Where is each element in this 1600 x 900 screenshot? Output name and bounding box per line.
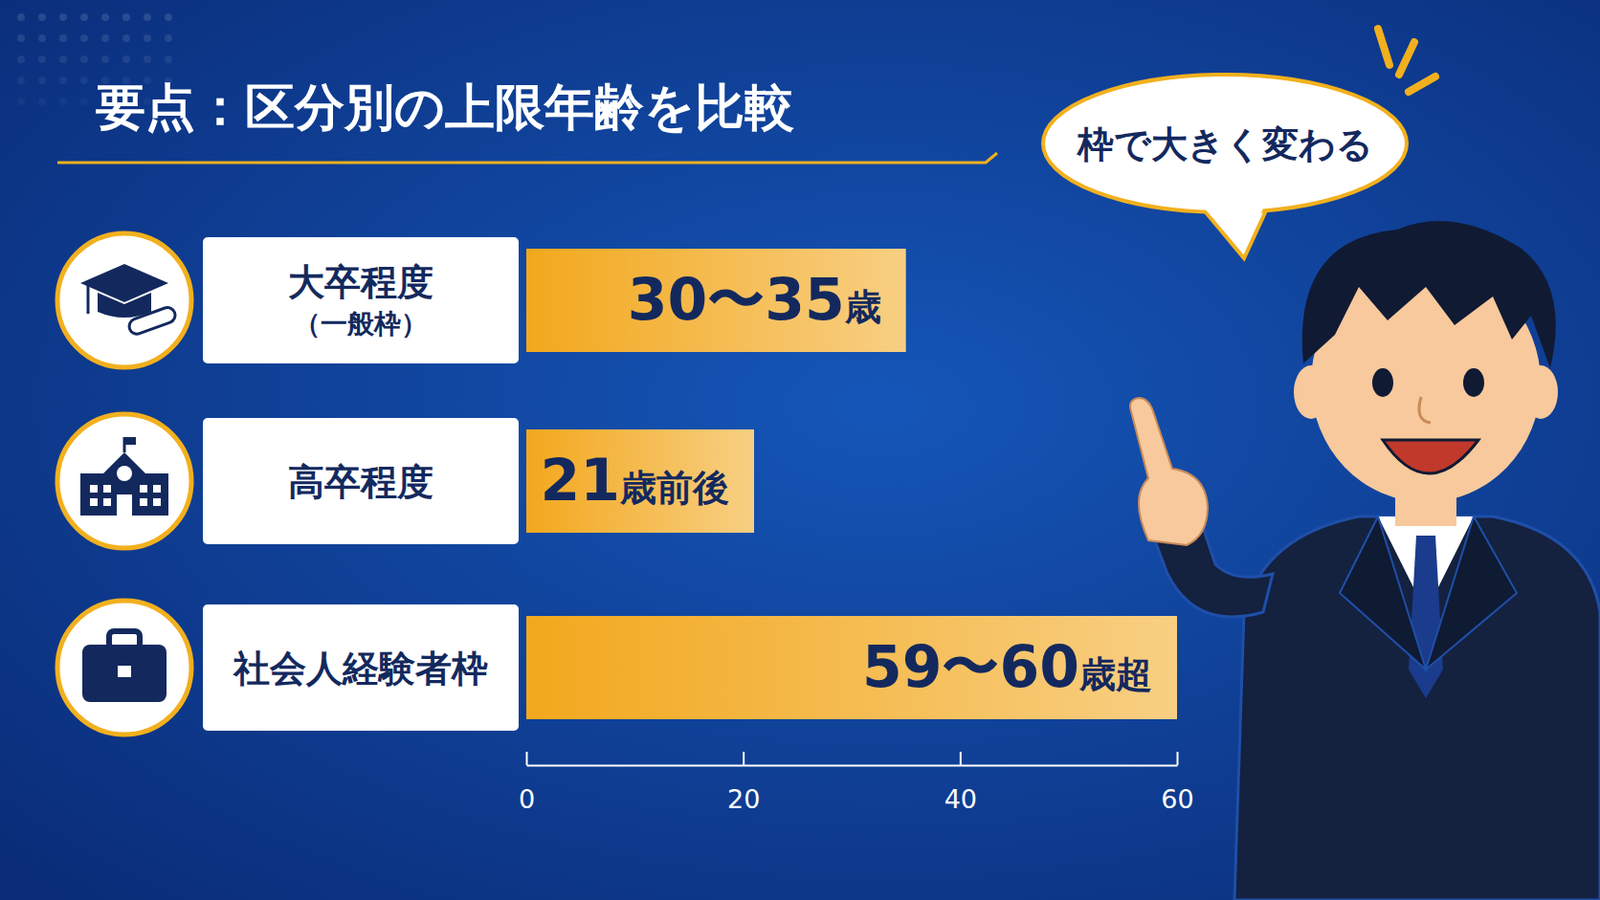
tick: 20 [727,752,760,815]
character [1130,221,1600,900]
data-label: 30〜35歳 [627,266,882,334]
decor-dot [164,13,173,22]
categories: 大卒程度（一般枠） 高卒程度社会人経験者枠 [57,233,519,735]
suit [1234,516,1600,900]
category-box [202,418,519,545]
speech-bubble: 枠で大きく変わる [1043,28,1436,259]
tick-label: 60 [1160,784,1194,815]
decor-dot [80,34,89,43]
eye [1463,368,1485,398]
bar [526,248,907,353]
decor-dot [80,97,89,106]
decor-dot [59,34,67,43]
decor-dot [80,55,89,64]
tick-label: 0 [518,784,535,815]
nose [1419,397,1431,423]
icon-circle [57,414,192,549]
eye [1372,368,1394,398]
category-box [202,237,519,364]
decor-dot [143,13,152,22]
decor-dot [17,76,25,85]
category-label: 高卒程度 [288,461,434,504]
decor-dot [38,76,46,85]
category-label: 大卒程度（一般枠） [288,261,434,340]
annotation: 枠で大きく変わる [1075,123,1374,166]
data-label: 59〜60歳超 [862,633,1153,701]
decor-dot [101,55,110,64]
decor-dot [101,13,110,22]
tick: 40 [944,752,978,815]
ray [1399,42,1415,75]
decor-dot [164,55,173,64]
tick-label: 40 [944,784,978,815]
decor-dot [101,34,110,43]
decor-dot [59,76,67,85]
decor-dot [59,97,67,106]
ear [1293,365,1329,420]
category-label: 社会人経験者枠 [232,647,489,690]
ray [1408,76,1436,92]
tick: 0 [518,752,535,815]
background [0,0,1600,900]
decor-dot [38,55,46,64]
decor-dot [17,55,25,64]
tick-mark [742,752,745,766]
axis-line [527,765,1178,768]
decor-dot [143,34,152,43]
ear [1523,365,1558,420]
bubble-tail [1196,196,1273,259]
icon-circle [57,233,192,368]
lapel [1339,516,1426,670]
data-label: 21歳前後 [540,446,731,514]
bar [526,429,755,534]
bar [526,616,1178,720]
decor-dot [38,97,46,106]
decor-dot [143,55,152,64]
tie [1408,535,1444,699]
decor-dot [59,13,67,22]
tick-mark [526,752,529,766]
x-axis: 0 20 40 60 [518,752,1195,815]
decor-dot [17,97,25,106]
bubble-tail-fill [1196,197,1268,254]
decor-dot [17,34,25,43]
decor-dot [59,55,67,64]
bars [526,248,1178,720]
decor-dot [80,76,89,85]
tick: 60 [1160,752,1194,815]
decor-dot [122,34,131,43]
decor-dot [122,55,131,64]
decor-dot [164,34,173,43]
mouth [1382,440,1479,474]
decor-dot [38,13,46,22]
decor-dot [17,13,25,22]
decor-dot [38,34,46,43]
chart-canvas: 要点：区分別の上限年齢を比較 30〜35歳 21歳前後 59〜60歳超 大卒程度（一般枠… [0,0,1600,900]
tick-mark [959,752,962,766]
lapel [1425,516,1517,670]
decor-dot [80,13,89,22]
ray [1377,28,1390,66]
category-box [202,604,519,732]
hair [1302,221,1556,369]
hand [1130,398,1208,546]
bubble [1043,74,1407,213]
decor-dot [122,13,131,22]
tick-mark [1177,752,1179,766]
title-underline [57,153,998,163]
icon-circle [57,600,192,735]
icon [80,264,178,336]
tick-label: 20 [727,784,760,815]
icon [82,631,167,703]
chart-title: 要点：区分別の上限年齢を比較 [95,78,795,136]
icon [80,437,169,516]
